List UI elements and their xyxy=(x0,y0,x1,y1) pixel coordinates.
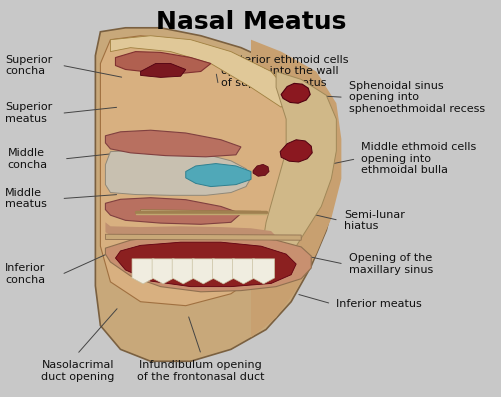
Polygon shape xyxy=(253,164,269,176)
Polygon shape xyxy=(105,222,276,240)
Polygon shape xyxy=(95,28,336,361)
Text: Nasal Meatus: Nasal Meatus xyxy=(155,10,346,34)
Polygon shape xyxy=(252,259,274,284)
Text: Nasolacrimal
duct opening: Nasolacrimal duct opening xyxy=(41,360,114,382)
Polygon shape xyxy=(132,259,154,284)
Text: Sphenoidal sinus
opening into
sphenoethmoidal recess: Sphenoidal sinus opening into sphenoethm… xyxy=(348,81,484,114)
Polygon shape xyxy=(250,40,341,337)
Polygon shape xyxy=(115,52,210,73)
Polygon shape xyxy=(100,36,316,306)
Text: Middle
meatus: Middle meatus xyxy=(5,188,47,209)
Text: Semi-lunar
hiatus: Semi-lunar hiatus xyxy=(343,210,404,231)
Text: Middle ethmoid cells
opening into
ethmoidal bulla: Middle ethmoid cells opening into ethmoi… xyxy=(361,142,476,175)
Polygon shape xyxy=(232,259,254,284)
Polygon shape xyxy=(105,198,240,224)
Polygon shape xyxy=(105,235,311,292)
Polygon shape xyxy=(212,259,234,284)
Text: Superior
concha: Superior concha xyxy=(5,55,52,76)
Polygon shape xyxy=(140,210,261,214)
Polygon shape xyxy=(105,234,301,240)
Text: Inferior meatus: Inferior meatus xyxy=(336,299,421,309)
Polygon shape xyxy=(192,259,214,284)
Polygon shape xyxy=(105,130,240,157)
Polygon shape xyxy=(115,242,296,287)
Text: Superior
meatus: Superior meatus xyxy=(5,102,52,124)
Text: Infundibulum opening
of the frontonasal duct: Infundibulum opening of the frontonasal … xyxy=(137,360,264,382)
Polygon shape xyxy=(140,64,185,77)
Polygon shape xyxy=(110,36,291,107)
Polygon shape xyxy=(261,71,336,278)
Polygon shape xyxy=(185,164,250,187)
Text: Inferior
concha: Inferior concha xyxy=(5,263,45,285)
Text: Middle
concha: Middle concha xyxy=(8,148,48,170)
Polygon shape xyxy=(152,259,174,284)
Polygon shape xyxy=(172,259,194,284)
Polygon shape xyxy=(280,140,312,162)
Polygon shape xyxy=(105,150,250,195)
Polygon shape xyxy=(281,83,310,103)
Text: Opening of the
maxillary sinus: Opening of the maxillary sinus xyxy=(348,253,432,275)
Text: Posterior ethmoid cells
opening into the wall
of superior meatus: Posterior ethmoid cells opening into the… xyxy=(220,55,348,88)
